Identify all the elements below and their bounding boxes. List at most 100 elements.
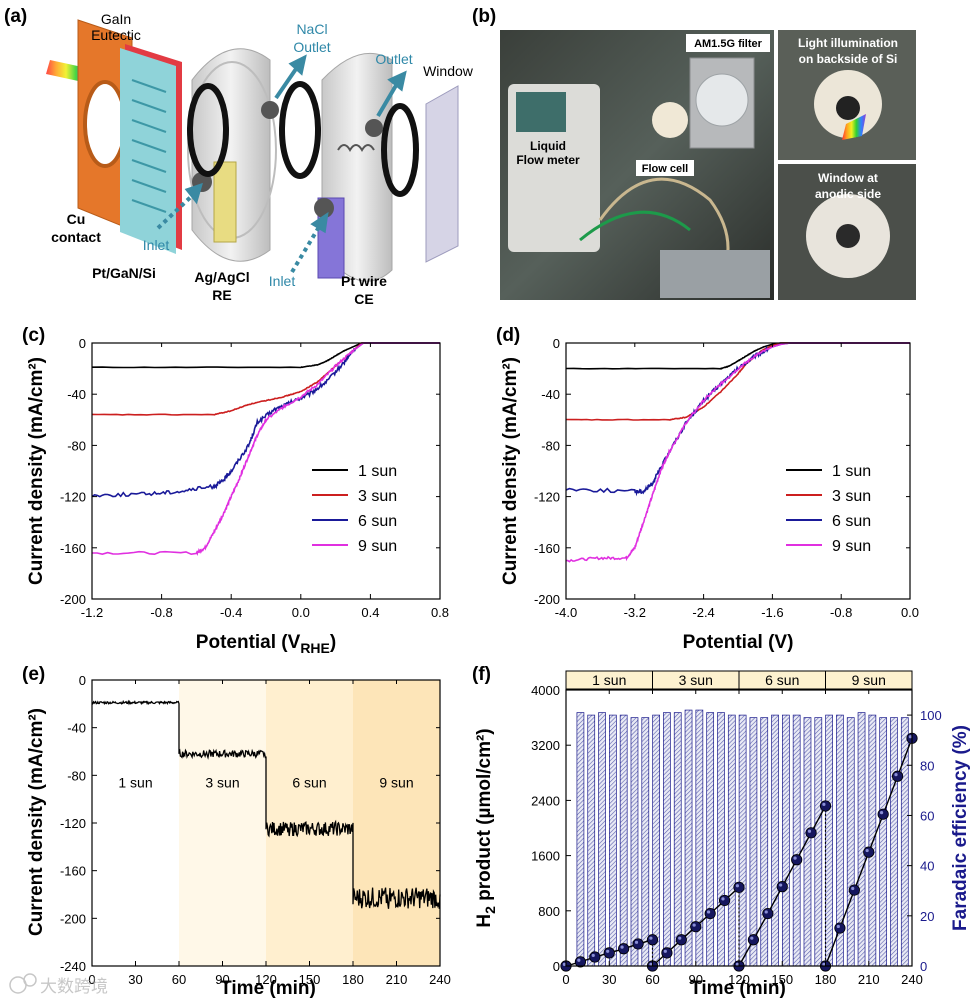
photo-label-bg xyxy=(686,34,770,52)
y2-axis-label-f: Faradaic efficiency (%) xyxy=(950,725,971,931)
watermark: 大数跨境 xyxy=(9,973,108,996)
y-tick-label-4: -160 xyxy=(60,864,86,879)
x-tick-label-3: 90 xyxy=(689,972,703,987)
panel-letter-c: (c) xyxy=(22,325,45,346)
legend-label-c-1: 3 sun xyxy=(358,488,397,505)
legend-label-d-0: 1 sun xyxy=(832,463,871,480)
product-point-hl-3-2 xyxy=(851,886,855,891)
fe-bar-26 xyxy=(857,712,866,967)
product-point-hl-1-2 xyxy=(678,936,682,940)
x-tick-label-1: 30 xyxy=(128,972,142,987)
y-axis-label-d: Current density (mA/cm²) xyxy=(500,357,521,585)
y-axis-label-f-sub: 2 xyxy=(482,906,498,914)
x-axis-label-f: Time (min) xyxy=(690,978,786,999)
x-tick-label-4: 120 xyxy=(728,972,750,987)
fe-bar-2 xyxy=(598,712,606,967)
photo-label-backside: on backside of Si xyxy=(799,52,898,66)
product-point-0-4 xyxy=(618,943,630,955)
product-point-1-6 xyxy=(733,881,745,893)
series-line-d-0 xyxy=(565,342,910,370)
fe-bar-21 xyxy=(803,717,812,967)
product-point-hl-0-1 xyxy=(577,958,581,962)
current-trace xyxy=(91,699,441,909)
fe-bar-4 xyxy=(619,714,628,967)
product-point-0-2 xyxy=(589,951,601,963)
product-point-hl-2-1 xyxy=(750,936,754,940)
panel-b-letter: (b) xyxy=(472,6,496,27)
fe-bar-9 xyxy=(673,712,682,967)
label-pt-wire: Pt wire xyxy=(341,273,387,289)
legend-label-d-2: 6 sun xyxy=(832,513,871,530)
chart-c: -1.2 -0.8 -0.4 0.0 0.4 0.8 0 -40 -80 -120 -160 -200… xyxy=(22,325,449,656)
y-tick-label-0: 0 xyxy=(553,336,560,351)
segment-label-3: 9 sun xyxy=(379,774,413,790)
sun-header-label-2: 6 sun xyxy=(765,672,799,688)
fe-bar-30 xyxy=(900,717,909,967)
shade-band-1 xyxy=(179,680,266,966)
y-axis-label-c: Current density (mA/cm²) xyxy=(26,357,47,585)
product-point-hl-1-3 xyxy=(692,923,696,927)
product-point-0-3 xyxy=(603,947,615,959)
product-point-1-5 xyxy=(718,894,731,907)
x-tick-label-8: 240 xyxy=(429,972,451,987)
label-nacl-outlet: Outlet xyxy=(293,39,330,55)
fe-bar-5 xyxy=(630,717,639,967)
segment-label-1: 3 sun xyxy=(205,774,239,790)
product-point-hl-3-1 xyxy=(836,924,840,929)
series-line-c-1 xyxy=(91,342,440,416)
product-point-2-4 xyxy=(791,854,803,866)
product-point-hl-3-6 xyxy=(908,735,913,739)
sun-header-label-0: 1 sun xyxy=(592,672,626,688)
product-point-hl-0-0 xyxy=(562,962,567,967)
product-point-hl-3-0 xyxy=(822,962,826,967)
panel-a-illustration xyxy=(46,19,459,282)
x-tick-label-0: -1.2 xyxy=(81,605,103,620)
y2-tick-label-1: 20 xyxy=(920,909,934,924)
x-tick-label-7: 210 xyxy=(386,972,408,987)
y2-tick-label-3: 60 xyxy=(920,808,934,823)
panel-a-letter: (a) xyxy=(4,6,27,27)
x-tick-label-8: 240 xyxy=(901,972,923,987)
product-point-hl-1-0 xyxy=(649,962,653,967)
fe-bar-25 xyxy=(846,717,855,967)
series-line-c-3 xyxy=(92,342,440,556)
x-axis-label-d: Potential (V) xyxy=(683,632,794,653)
sun-header-cell-3 xyxy=(825,670,913,690)
y-tick-label-2: -80 xyxy=(541,438,560,453)
y-tick-label-4: -160 xyxy=(534,541,560,556)
x-tick-label-1: 30 xyxy=(602,972,616,987)
fe-bar-15 xyxy=(738,714,747,967)
x-tick-label-4: 120 xyxy=(255,972,277,987)
fe-bar-16 xyxy=(749,717,758,967)
product-point-hl-0-6 xyxy=(649,936,653,940)
fe-bar-29 xyxy=(890,717,898,967)
photo-label-illumination: Light illumination xyxy=(798,36,898,50)
y2-tick-label-2: 40 xyxy=(920,859,934,874)
x-tick-label-5: 0.8 xyxy=(431,605,449,620)
y-tick-label-5: -200 xyxy=(60,592,86,607)
x-tick-label-2: 60 xyxy=(172,972,186,987)
label-nacl: NaCl xyxy=(296,21,327,37)
y2-tick-label-0: 0 xyxy=(920,959,927,974)
chart-e: 1 sun 3 sun 6 sun 9 sun 0 30 60 90 120 150 180 210 2… xyxy=(22,664,451,999)
y2-tick-label-5: 100 xyxy=(920,708,942,723)
x-axis-label-e: Time (min) xyxy=(220,978,316,999)
series-line-c-2 xyxy=(91,342,440,498)
segment-label-2: 6 sun xyxy=(292,774,326,790)
x-axis-label-c-end: ) xyxy=(330,632,336,653)
chart-f: 1 sun 3 sun 6 sun 9 sun 0 30 60 90 120 150 180 210 2… xyxy=(472,664,971,999)
fe-bar-6 xyxy=(641,717,650,967)
x-tick-label-4: -0.8 xyxy=(830,605,852,620)
product-point-2-1 xyxy=(747,934,760,946)
y-tick-label-3: -120 xyxy=(534,490,560,505)
x-tick-label-3: 90 xyxy=(215,972,229,987)
fe-bar-27 xyxy=(868,714,877,967)
product-point-hl-0-5 xyxy=(634,940,639,944)
y-tick-label-1: -40 xyxy=(67,387,86,402)
x-tick-label-6: 180 xyxy=(342,972,364,987)
y-axis-label-f-main: H xyxy=(474,914,495,928)
x-axis-label-c-sub: RHE xyxy=(300,640,330,656)
y-axis-label-e: Current density (mA/cm²) xyxy=(26,708,47,936)
label-inlet-2: Inlet xyxy=(269,273,296,289)
